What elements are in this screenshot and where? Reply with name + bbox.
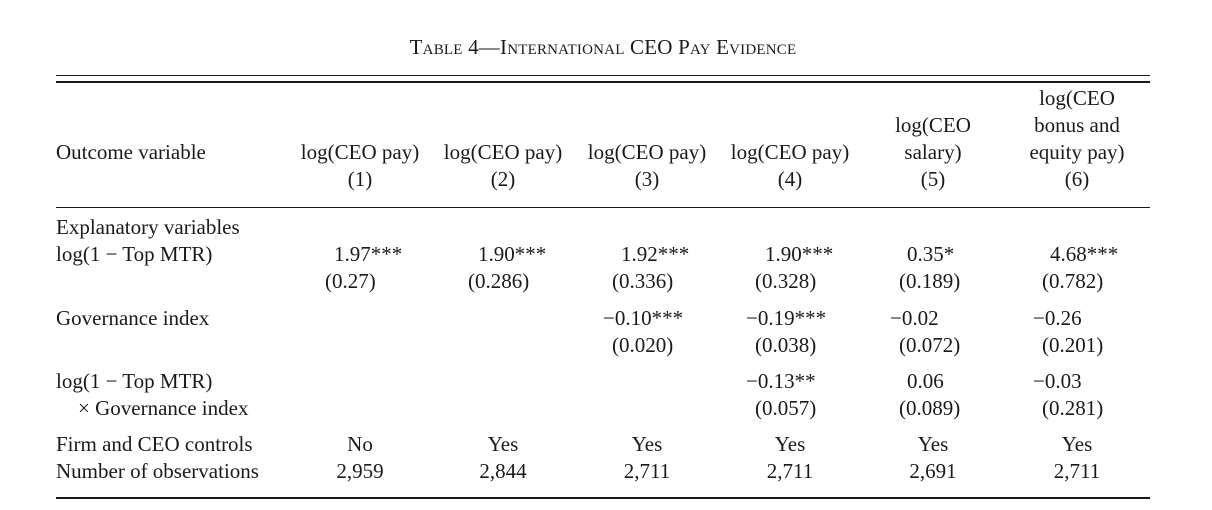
coef-r3-c6: −0.03	[1033, 369, 1082, 393]
top-rule	[56, 75, 1150, 76]
se-r3-c4: (0.057)	[755, 396, 817, 420]
column-header-3-line-2: (3)	[634, 167, 660, 191]
coef-r2-c3: −0.10***	[603, 306, 684, 330]
se-r1-c1: (0.27)	[325, 269, 376, 293]
observations-c5: 2,691	[909, 459, 957, 483]
column-header-5-line-1: log(CEO	[895, 113, 971, 137]
column-header-1: log(CEO pay) (1)	[290, 139, 430, 193]
column-header-5-line-3: (5)	[920, 167, 946, 191]
column-header-6-line-4: (6)	[1064, 167, 1090, 191]
row-label-interaction-line-1: log(1 − Top MTR)	[56, 369, 213, 393]
column-header-3: log(CEO pay) (3)	[577, 139, 717, 193]
column-header-2-line-1: log(CEO pay)	[443, 140, 563, 164]
row-label-observations: Number of observations	[56, 459, 259, 483]
se-r1-c4: (0.328)	[755, 269, 817, 293]
se-r3-c6: (0.281)	[1042, 396, 1104, 420]
column-header-6-line-2: bonus and	[1034, 113, 1120, 137]
column-header-2: log(CEO pay) (2)	[433, 139, 573, 193]
bottom-rule	[56, 497, 1150, 499]
top-double-rule	[56, 81, 1150, 83]
se-r3-c5: (0.089)	[899, 396, 961, 420]
column-header-4-line-2: (4)	[777, 167, 803, 191]
column-header-5: log(CEO salary) (5)	[873, 112, 993, 193]
observations-c2: 2,844	[479, 459, 527, 483]
se-r2-c6: (0.201)	[1042, 333, 1104, 357]
controls-c4: Yes	[774, 432, 806, 456]
se-r2-c4: (0.038)	[755, 333, 817, 357]
coef-r1-c5: 0.35*	[907, 242, 955, 266]
observations-c4: 2,711	[766, 459, 814, 483]
controls-c3: Yes	[631, 432, 663, 456]
se-r1-c2: (0.286)	[468, 269, 530, 293]
controls-c5: Yes	[917, 432, 949, 456]
se-r1-c6: (0.782)	[1042, 269, 1104, 293]
coef-r1-c1: 1.97***	[334, 242, 403, 266]
observations-c3: 2,711	[623, 459, 671, 483]
coef-r1-c6: 4.68***	[1050, 242, 1119, 266]
se-r2-c5: (0.072)	[899, 333, 961, 357]
controls-c6: Yes	[1061, 432, 1093, 456]
column-header-1-line-2: (1)	[347, 167, 373, 191]
se-r1-c5: (0.189)	[899, 269, 961, 293]
coef-r2-c5: −0.02	[890, 306, 939, 330]
row-label-governance-index: Governance index	[56, 306, 210, 330]
column-header-2-line-2: (2)	[490, 167, 516, 191]
column-header-6: log(CEO bonus and equity pay) (6)	[1012, 85, 1142, 193]
column-header-5-line-2: salary)	[904, 140, 962, 164]
column-header-4: log(CEO pay) (4)	[720, 139, 860, 193]
coef-r3-c4: −0.13**	[746, 369, 816, 393]
column-header-4-line-1: log(CEO pay)	[730, 140, 850, 164]
row-label-top-mtr: log(1 − Top MTR)	[56, 242, 213, 266]
coef-r1-c4: 1.90***	[765, 242, 834, 266]
coef-r2-c4: −0.19***	[746, 306, 827, 330]
column-header-3-line-1: log(CEO pay)	[587, 140, 707, 164]
se-r1-c3: (0.336)	[612, 269, 674, 293]
column-header-1-line-1: log(CEO pay)	[300, 140, 420, 164]
explanatory-variables-label: Explanatory variables	[56, 215, 240, 239]
se-r2-c3: (0.020)	[612, 333, 674, 357]
row-label-interaction-line-2: × Governance index	[78, 396, 249, 420]
coef-r1-c3: 1.92***	[621, 242, 690, 266]
coef-r2-c6: −0.26	[1033, 306, 1082, 330]
column-header-6-line-3: equity pay)	[1029, 140, 1125, 164]
row-label-controls: Firm and CEO controls	[56, 432, 253, 456]
coef-r3-c5: 0.06	[907, 369, 944, 393]
observations-c6: 2,711	[1053, 459, 1101, 483]
table-caption: Table 4—International CEO Pay Evidence	[409, 35, 797, 59]
outcome-variable-label: Outcome variable	[56, 140, 206, 164]
controls-c2: Yes	[487, 432, 519, 456]
header-rule	[56, 207, 1150, 208]
coef-r1-c2: 1.90***	[478, 242, 547, 266]
controls-c1: No	[347, 432, 373, 456]
column-header-6-line-1: log(CEO	[1039, 86, 1115, 110]
observations-c1: 2,959	[336, 459, 384, 483]
